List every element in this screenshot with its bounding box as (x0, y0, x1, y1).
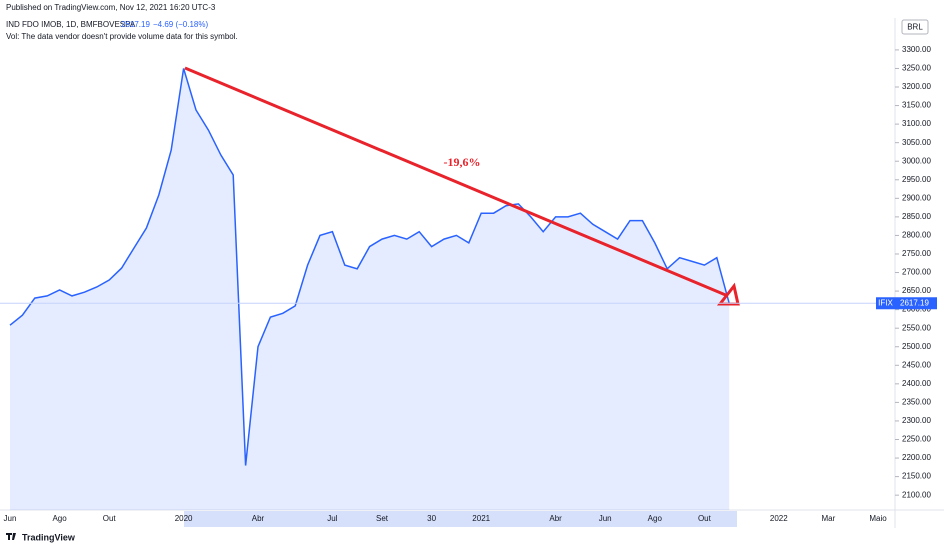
y-tick-label: 2400.00 (902, 379, 931, 388)
x-tick-label: Abr (252, 514, 265, 523)
x-tick-label: 2020 (175, 514, 193, 523)
x-tick-label: Ago (52, 514, 67, 523)
x-tick-label: Jun (599, 514, 612, 523)
y-tick-label: 2200.00 (902, 453, 931, 462)
y-tick-label: 2900.00 (902, 193, 931, 202)
line (9, 68, 730, 466)
y-tick-label: 2550.00 (902, 323, 931, 332)
plot (9, 68, 730, 510)
y-tick-label: 2300.00 (902, 416, 931, 425)
symbol: IND FDO IMOB, 1D, BMFBOVESPA (6, 20, 136, 29)
time-range-highlight (184, 511, 737, 527)
currency[interactable]: BRL (907, 23, 923, 32)
y-tick-label: 3150.00 (902, 101, 931, 110)
y-tick-label: 2800.00 (902, 231, 931, 240)
x-tick-label: Maio (869, 514, 887, 523)
y-tick-label: 2100.00 (902, 490, 931, 499)
trend-line (184, 66, 729, 298)
volume-note: Vol: The data vendor doesn't provide vol… (6, 32, 238, 41)
y-tick-label: 2450.00 (902, 360, 931, 369)
x-tick-label: 2022 (770, 514, 788, 523)
y-tick-label: 2650.00 (902, 286, 931, 295)
y-tick-label: 2950.00 (902, 175, 931, 184)
y-tick-label: 2250.00 (902, 435, 931, 444)
y-tick-label: 3100.00 (902, 119, 931, 128)
x-tick-label: Jul (327, 514, 337, 523)
x-tick-label: Ago (648, 514, 663, 523)
y-tick-label: 3200.00 (902, 82, 931, 91)
y-tick-label: 2750.00 (902, 249, 931, 258)
y-tick-label: 2850.00 (902, 212, 931, 221)
price-tag (895, 297, 937, 310)
ticker: IFIX (878, 298, 893, 307)
x-tick-label: Out (698, 514, 712, 523)
currency-box[interactable] (901, 19, 929, 35)
y-tick-label: 3300.00 (902, 45, 931, 54)
brand-logo (6, 533, 16, 540)
ticker-tag (876, 297, 895, 310)
x-tick-label: Jun (4, 514, 17, 523)
x-tick-label: Set (376, 514, 389, 523)
y-tick-label: 3250.00 (902, 64, 931, 73)
y-tick-label: 2150.00 (902, 472, 931, 481)
area (10, 68, 730, 510)
legend-price: 2617.19 (121, 20, 150, 29)
annotation: -19,6% (444, 155, 481, 169)
y-tick-label: 3000.00 (902, 156, 931, 165)
y-tick-label: 3050.00 (902, 138, 931, 147)
trend-arrow (716, 282, 740, 306)
x-tick-label: Mar (822, 514, 836, 523)
legend-change: −4.69 (−0.18%) (153, 20, 208, 29)
brand: TradingView (22, 532, 76, 542)
x-tick-label: Out (103, 514, 117, 523)
price-tag-label: 2617.19 (900, 298, 929, 307)
y-tick-label: 2500.00 (902, 342, 931, 351)
published-note: Published on TradingView.com, Nov 12, 20… (6, 3, 216, 12)
x-tick-label: 2021 (472, 514, 490, 523)
x-tick-label: 30 (427, 514, 436, 523)
x-tick-label: Abr (549, 514, 562, 523)
y-tick-label: 2700.00 (902, 268, 931, 277)
y-tick-label: 2350.00 (902, 398, 931, 407)
